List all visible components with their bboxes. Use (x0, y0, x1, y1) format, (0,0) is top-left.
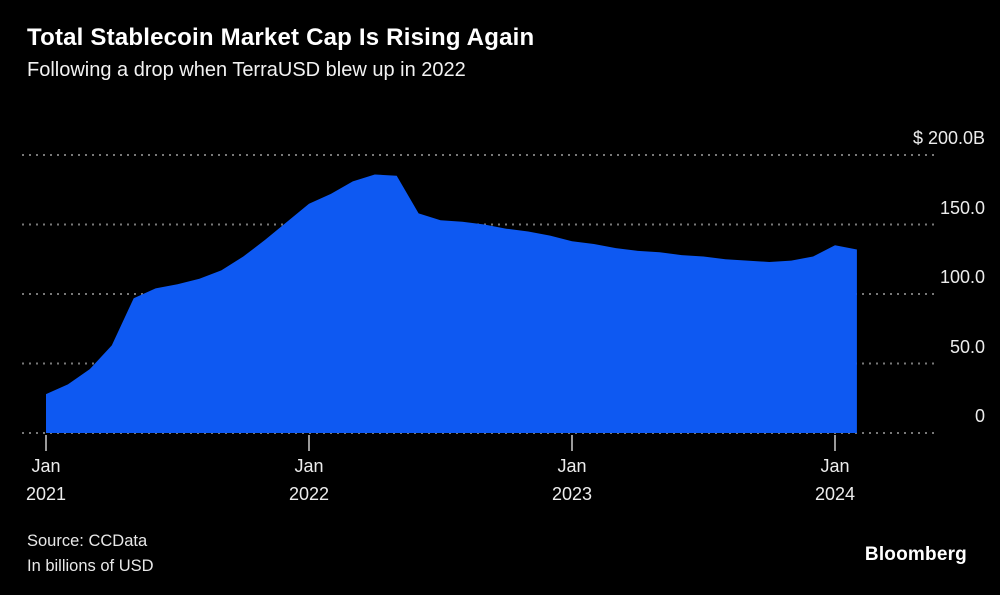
area-series (46, 174, 857, 433)
x-axis-label: Jan 2021 (25, 456, 67, 504)
y-axis-label: 0 (974, 406, 985, 426)
y-axis-label: $ 200.0B (912, 128, 985, 148)
source-note: Source: CCData In billions of USD (27, 529, 154, 579)
y-axis-label: 150.0 (939, 197, 985, 218)
x-axis-label: Jan 2022 (288, 456, 330, 504)
unit-note: In billions of USD (27, 557, 154, 575)
x-axis-label: Jan 2023 (551, 456, 593, 504)
bloomberg-logo: Bloomberg (864, 544, 967, 565)
x-axis-label: Jan 2024 (814, 456, 856, 504)
y-axis-label: 100.0 (939, 267, 985, 287)
chart-header: Total Stablecoin Market Cap Is Rising Ag… (27, 24, 534, 82)
chart-title: Total Stablecoin Market Cap Is Rising Ag… (27, 24, 535, 51)
source-line: Source: CCData (27, 532, 148, 550)
chart-subtitle: Following a drop when TerraUSD blew up i… (27, 59, 466, 81)
y-axis-label: 50.0 (949, 336, 985, 357)
